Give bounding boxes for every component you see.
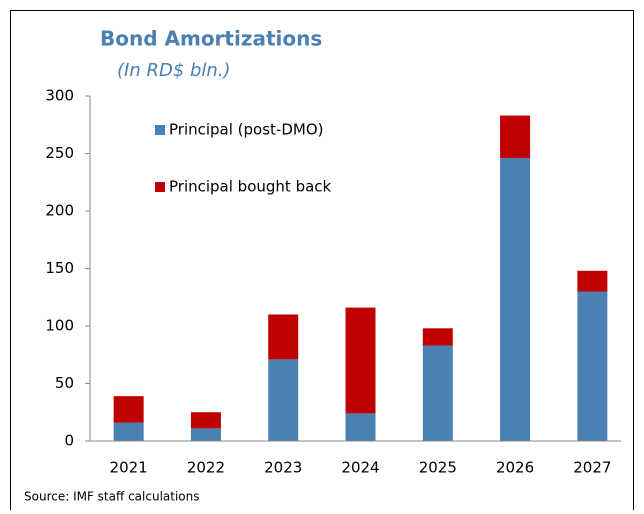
x-tick-label: 2027	[573, 459, 611, 477]
x-tick-label: 2024	[341, 459, 379, 477]
y-tick-label: 50	[55, 374, 74, 392]
legend-label: Principal (post-DMO)	[169, 121, 324, 139]
chart-subtitle: (In RD$ bln.)	[117, 60, 231, 81]
x-tick-label: 2022	[187, 459, 225, 477]
bar-segment	[190, 428, 221, 441]
x-tick-label: 2025	[419, 459, 457, 477]
y-tick-label: 300	[45, 87, 74, 105]
chart-title: Bond Amortizations	[100, 27, 322, 51]
bar-segment	[345, 413, 376, 441]
bar-segment	[422, 345, 453, 441]
bar-segment	[113, 422, 144, 441]
bar-segment	[577, 270, 608, 292]
bar-segment	[422, 328, 453, 346]
bar-segment	[500, 158, 531, 441]
legend-swatch	[155, 182, 165, 192]
y-tick-label: 250	[45, 144, 74, 162]
x-tick-label: 2021	[110, 459, 148, 477]
legend-swatch	[155, 125, 165, 135]
bar-segment	[577, 291, 608, 441]
bar-segment	[190, 412, 221, 429]
x-tick-label: 2023	[264, 459, 302, 477]
bar-segment	[268, 359, 299, 441]
frame	[10, 10, 634, 514]
bar-segment	[113, 396, 144, 423]
bar-segment	[268, 314, 299, 360]
bar-segment	[500, 115, 531, 159]
y-tick-label: 150	[45, 259, 74, 277]
y-tick-label: 0	[64, 432, 74, 450]
bar-segment	[345, 307, 376, 414]
y-tick-label: 200	[45, 202, 74, 220]
legend-label: Principal bought back	[169, 178, 332, 196]
source-note: Source: IMF staff calculations	[24, 490, 200, 504]
y-tick-label: 100	[45, 317, 74, 335]
x-tick-label: 2026	[496, 459, 534, 477]
